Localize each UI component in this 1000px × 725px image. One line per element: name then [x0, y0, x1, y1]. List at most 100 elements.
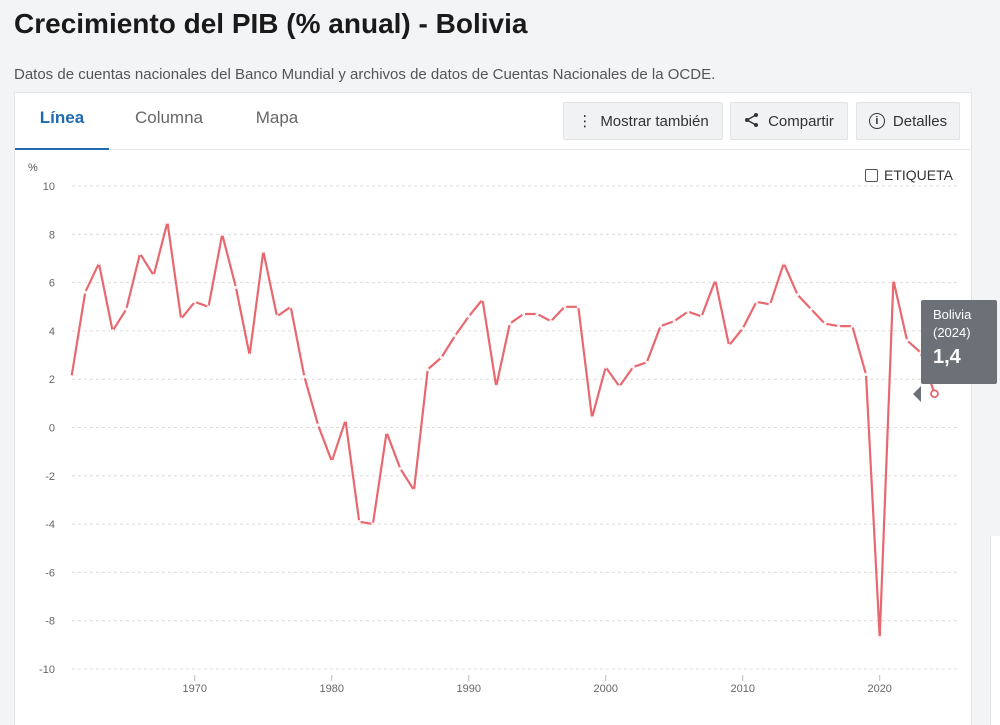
share-label: Compartir	[768, 112, 834, 130]
page-subtitle: Datos de cuentas nacionales del Banco Mu…	[14, 66, 716, 83]
data-point	[754, 300, 759, 304]
data-point	[110, 329, 115, 333]
y-tick-label: 0	[49, 423, 55, 435]
data-point	[672, 319, 676, 323]
data-point	[302, 375, 306, 379]
tooltip-year: (2024)	[933, 325, 971, 340]
data-point	[782, 261, 786, 265]
tooltip-value: 1,4	[933, 346, 961, 368]
y-tick-label: 4	[49, 326, 55, 338]
y-tick-label: -10	[39, 664, 55, 676]
data-point	[124, 307, 128, 311]
data-point	[563, 305, 567, 309]
data-point	[330, 459, 334, 463]
data-point	[384, 430, 389, 434]
data-point	[439, 355, 443, 360]
x-tick-label: 2010	[730, 683, 754, 695]
data-point	[412, 488, 416, 492]
data-point	[713, 278, 717, 282]
y-tick-label: 8	[49, 229, 55, 241]
page-title: Crecimiento del PIB (% anual) - Bolivia	[14, 8, 528, 39]
data-point	[809, 307, 813, 311]
y-tick-label: 6	[49, 278, 55, 290]
data-point	[604, 365, 608, 369]
x-tick-label: 1970	[183, 683, 207, 695]
data-point	[234, 285, 238, 290]
data-point	[686, 309, 690, 314]
label-toggle[interactable]: ETIQUETA	[865, 167, 953, 183]
data-point	[741, 326, 745, 331]
data-point	[658, 324, 663, 328]
tab-column[interactable]: Columna	[134, 108, 204, 127]
y-axis-unit-label: %	[28, 162, 38, 174]
details-label: Detalles	[892, 112, 948, 130]
share-icon	[744, 112, 760, 131]
data-point	[97, 261, 101, 265]
data-point	[590, 416, 594, 420]
data-point	[316, 423, 320, 427]
data-point	[795, 293, 800, 297]
tab-map[interactable]: Mapa	[255, 108, 299, 127]
y-tick-label: -2	[45, 471, 55, 483]
data-point	[823, 322, 827, 326]
label-checkbox[interactable]	[865, 168, 878, 182]
data-point	[480, 297, 485, 302]
data-point	[864, 372, 868, 376]
y-tick-label: -8	[45, 616, 55, 628]
data-point	[165, 220, 169, 224]
data-point	[535, 312, 539, 316]
data-point	[83, 290, 87, 294]
data-point	[549, 319, 553, 323]
view-tabs: Línea Columna Mapa ⋮ Mostrar también Com…	[15, 93, 971, 150]
data-point	[467, 314, 471, 319]
data-point	[275, 314, 279, 319]
data-point	[138, 252, 142, 256]
more-vertical-icon: ⋮	[577, 112, 593, 130]
data-point	[878, 636, 882, 640]
data-point	[850, 324, 854, 328]
y-tick-label: 2	[49, 374, 55, 386]
data-point	[357, 520, 361, 524]
tooltip-country: Bolivia	[933, 307, 972, 322]
data-point	[247, 353, 252, 357]
label-toggle-text: ETIQUETA	[884, 167, 953, 183]
data-point	[193, 300, 197, 304]
series-line	[70, 221, 936, 639]
data-point	[426, 367, 430, 372]
x-tick-label: 1990	[457, 683, 481, 695]
data-point	[891, 278, 896, 282]
data-point	[508, 322, 512, 326]
y-tick-label: 10	[43, 181, 55, 193]
data-point	[768, 302, 772, 306]
data-point	[206, 305, 211, 309]
data-point	[179, 317, 183, 321]
share-button[interactable]: Compartir	[730, 102, 848, 140]
data-point	[398, 466, 402, 471]
data-point	[453, 334, 457, 338]
data-point	[905, 338, 909, 343]
data-point	[69, 375, 74, 379]
data-point	[289, 305, 293, 309]
data-tooltip: Bolivia (2024) 1,4	[913, 300, 997, 402]
show-also-button[interactable]: ⋮ Mostrar también	[563, 102, 723, 140]
data-point	[727, 343, 731, 347]
data-point	[576, 305, 580, 309]
details-button[interactable]: i Detalles	[856, 102, 960, 140]
data-point	[617, 384, 622, 389]
data-point-highlight	[930, 389, 939, 399]
x-tick-label: 1980	[320, 683, 344, 695]
data-point	[837, 324, 841, 328]
data-point	[494, 384, 498, 389]
y-tick-label: -6	[45, 567, 55, 579]
data-point	[700, 314, 704, 319]
x-tick-label: 2000	[593, 683, 617, 695]
data-point	[343, 418, 348, 422]
data-point	[645, 360, 649, 364]
x-tick-label: 2020	[867, 683, 891, 695]
data-point	[152, 273, 156, 277]
tab-line[interactable]: Línea	[15, 93, 109, 150]
data-point	[261, 249, 265, 253]
data-point	[220, 232, 224, 236]
y-tick-label: -4	[45, 519, 55, 531]
